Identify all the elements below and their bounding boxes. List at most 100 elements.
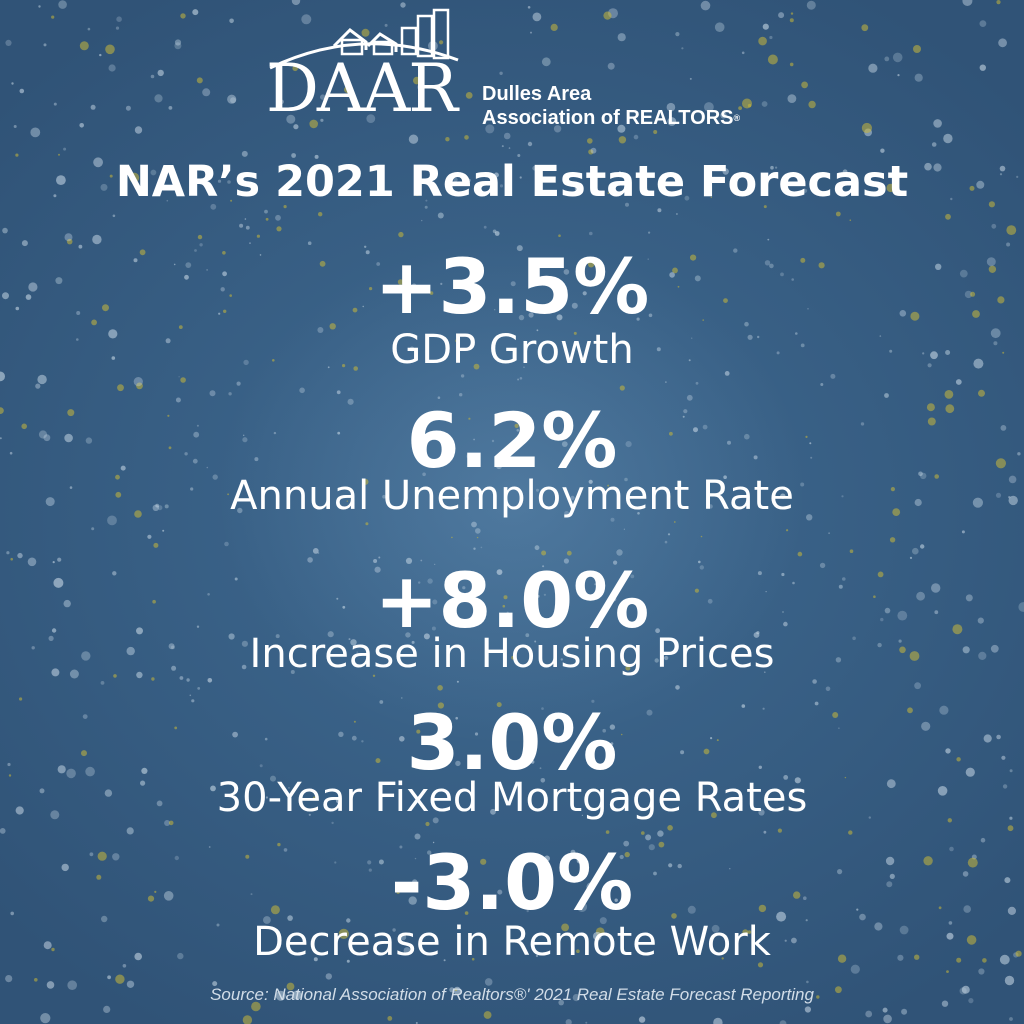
speckle-dot: [483, 225, 487, 229]
stat-label-remote-work: Decrease in Remote Work: [253, 919, 771, 965]
speckle-dot: [115, 974, 125, 984]
speckle-dot: [849, 549, 854, 553]
speckle-dot: [955, 379, 962, 385]
speckle-dot: [778, 12, 785, 19]
speckle-dot: [35, 383, 41, 389]
speckle-dot: [126, 827, 134, 835]
speckle-dot: [868, 63, 878, 73]
speckle-dot: [17, 552, 23, 559]
speckle-dot: [801, 81, 808, 89]
speckle-dot: [1007, 825, 1014, 832]
speckle-dot: [779, 1020, 787, 1024]
speckle-dot: [665, 381, 667, 383]
speckle-dot: [51, 15, 55, 19]
speckle-dot: [565, 1019, 572, 1024]
speckle-dot: [517, 378, 520, 381]
speckle-dot: [229, 18, 234, 24]
speckle-dot: [914, 73, 923, 82]
speckle-dot: [265, 217, 269, 221]
speckle-dot: [133, 377, 143, 387]
speckle-dot: [769, 35, 773, 40]
speckle-dot: [157, 69, 164, 77]
speckle-dot: [174, 42, 182, 50]
speckle-dot: [387, 1016, 393, 1021]
speckle-dot: [445, 137, 450, 142]
speckle-dot: [797, 551, 803, 557]
speckle-dot: [777, 828, 783, 833]
speckle-dot: [108, 64, 116, 72]
speckle-dot: [920, 544, 925, 549]
speckle-dot: [1006, 225, 1017, 236]
daar-logo: DAAR Dulles Area Association of REALTORS…: [262, 6, 762, 136]
speckle-dot: [202, 88, 211, 97]
speckle-dot: [480, 546, 483, 549]
speckle-dot: [946, 970, 949, 973]
logo-org-line1: Dulles Area: [482, 83, 592, 105]
speckle-dot: [700, 535, 703, 538]
speckle-dot: [865, 1010, 873, 1018]
speckle-dot: [641, 831, 645, 835]
speckle-dot: [675, 685, 680, 690]
speckle-dot: [645, 834, 652, 841]
speckle-dot: [979, 20, 987, 27]
speckle-dot: [180, 377, 186, 383]
speckle-dot: [991, 223, 997, 229]
speckle-dot: [913, 45, 921, 53]
speckle-dot: [589, 231, 593, 236]
speckle-dot: [767, 238, 770, 241]
stat-label-unemployment: Annual Unemployment Rate: [230, 473, 794, 519]
speckle-dot: [275, 214, 281, 221]
speckle-dot: [239, 223, 244, 228]
speckle-dot: [5, 39, 12, 47]
speckle-dot: [1009, 1017, 1013, 1021]
speckle-dot: [30, 127, 41, 138]
speckle-dot: [99, 53, 102, 57]
speckle-dot: [979, 64, 986, 71]
speckle-dot: [11, 82, 14, 85]
speckle-dot: [147, 534, 152, 539]
speckle-dot: [492, 229, 497, 234]
speckle-dot: [884, 393, 889, 398]
speckle-dot: [892, 52, 903, 63]
speckle-dot: [154, 94, 163, 103]
speckle-dot: [978, 389, 985, 397]
speckle-dot: [100, 681, 105, 685]
speckle-dot: [451, 536, 453, 539]
speckle-dot: [19, 88, 25, 94]
speckle-dot: [761, 101, 768, 107]
speckle-dot: [331, 821, 334, 825]
speckle-dot: [19, 697, 23, 701]
speckle-dot: [189, 694, 192, 697]
speckle-dot: [63, 147, 67, 151]
speckle-dot: [53, 102, 57, 106]
speckle-dot: [673, 521, 676, 523]
speckle-dot: [256, 234, 260, 238]
stat-value-gdp: +3.5%: [374, 242, 650, 331]
speckle-dot: [882, 1007, 888, 1013]
speckle-dot: [619, 385, 625, 391]
speckle-dot: [978, 968, 985, 975]
speckle-dot: [460, 374, 465, 378]
speckle-dot: [236, 381, 241, 386]
speckle-dot: [808, 100, 816, 109]
speckle-dot: [806, 980, 809, 984]
speckle-dot: [249, 242, 251, 245]
speckle-dot: [66, 238, 73, 245]
speckle-dot: [835, 211, 841, 217]
speckle-dot: [174, 39, 182, 46]
speckle-dot: [312, 548, 319, 554]
speckle-dot: [849, 219, 852, 221]
speckle-dot: [197, 687, 201, 690]
logo-org-line2: Association of REALTORS®: [482, 107, 741, 129]
speckle-dot: [227, 94, 237, 104]
speckle-dot: [58, 0, 67, 9]
speckle-dot: [804, 1006, 812, 1013]
speckle-dot: [92, 234, 102, 245]
stat-label-gdp: GDP Growth: [390, 327, 634, 373]
speckle-dot: [762, 23, 769, 30]
speckle-dot: [901, 1008, 908, 1015]
speckle-dot: [996, 0, 1001, 5]
speckle-dot: [587, 138, 593, 144]
speckle-dot: [695, 381, 699, 385]
speckle-dot: [787, 94, 797, 103]
